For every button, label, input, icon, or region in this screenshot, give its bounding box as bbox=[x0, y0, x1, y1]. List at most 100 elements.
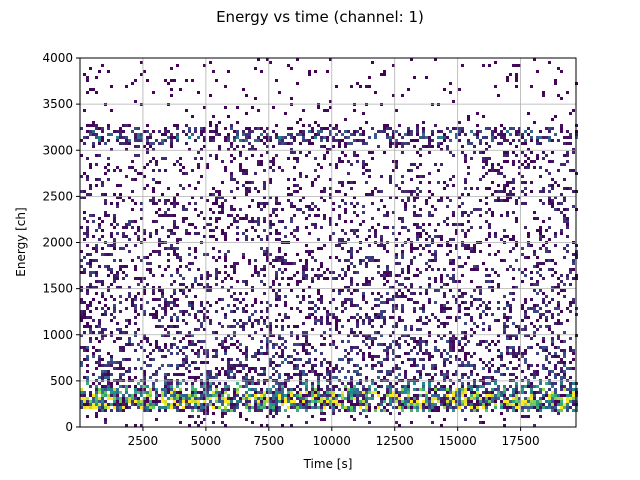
heatmap-cell bbox=[419, 235, 422, 238]
heatmap-cell bbox=[500, 124, 503, 127]
heatmap-cell bbox=[533, 376, 536, 379]
heatmap-cell bbox=[395, 376, 398, 379]
heatmap-cell bbox=[209, 385, 212, 388]
heatmap-cell bbox=[203, 139, 206, 142]
heatmap-cell bbox=[290, 397, 293, 400]
heatmap-cell bbox=[239, 154, 242, 157]
heatmap-cell bbox=[494, 136, 497, 139]
heatmap-cell bbox=[263, 391, 266, 394]
heatmap-cell bbox=[299, 391, 302, 394]
heatmap-cell bbox=[245, 127, 248, 130]
heatmap-cell bbox=[98, 226, 101, 229]
heatmap-cell bbox=[446, 391, 449, 394]
heatmap-cell bbox=[362, 358, 365, 361]
heatmap-cell bbox=[392, 169, 395, 172]
heatmap-cell bbox=[158, 394, 161, 397]
heatmap-cell bbox=[89, 133, 92, 136]
heatmap-cell bbox=[101, 313, 104, 316]
heatmap-cell bbox=[266, 235, 269, 238]
heatmap-cell bbox=[263, 169, 266, 172]
heatmap-cell bbox=[557, 400, 560, 403]
heatmap-cell bbox=[299, 301, 302, 304]
heatmap-cell bbox=[134, 277, 137, 280]
heatmap-cell bbox=[320, 139, 323, 142]
heatmap-cell bbox=[275, 298, 278, 301]
heatmap-cell bbox=[254, 97, 257, 100]
heatmap-cell bbox=[305, 403, 308, 406]
heatmap-cell bbox=[224, 271, 227, 274]
heatmap-cell bbox=[170, 67, 173, 70]
heatmap-cell bbox=[386, 226, 389, 229]
heatmap-cell bbox=[428, 409, 431, 412]
heatmap-cell bbox=[347, 238, 350, 241]
heatmap-cell bbox=[299, 403, 302, 406]
heatmap-cell bbox=[188, 313, 191, 316]
heatmap-cell bbox=[422, 358, 425, 361]
heatmap-cell bbox=[467, 385, 470, 388]
heatmap-cell bbox=[137, 238, 140, 241]
heatmap-cell bbox=[428, 385, 431, 388]
heatmap-cell bbox=[146, 403, 149, 406]
heatmap-cell bbox=[197, 283, 200, 286]
heatmap-cell bbox=[512, 238, 515, 241]
heatmap-cell bbox=[320, 274, 323, 277]
heatmap-cell bbox=[416, 352, 419, 355]
heatmap-cell bbox=[272, 403, 275, 406]
heatmap-cell bbox=[296, 226, 299, 229]
heatmap-cell bbox=[86, 304, 89, 307]
heatmap-cell bbox=[86, 397, 89, 400]
heatmap-cell bbox=[497, 334, 500, 337]
heatmap-cell bbox=[167, 301, 170, 304]
heatmap-cell bbox=[131, 178, 134, 181]
heatmap-cell bbox=[206, 391, 209, 394]
heatmap-cell bbox=[164, 328, 167, 331]
heatmap-cell bbox=[557, 409, 560, 412]
heatmap-cell bbox=[416, 319, 419, 322]
heatmap-cell bbox=[512, 388, 515, 391]
heatmap-cell bbox=[290, 307, 293, 310]
heatmap-cell bbox=[203, 418, 206, 421]
heatmap-cell bbox=[209, 229, 212, 232]
heatmap-cell bbox=[320, 196, 323, 199]
heatmap-cell bbox=[365, 334, 368, 337]
heatmap-cell bbox=[476, 130, 479, 133]
heatmap-cell bbox=[413, 205, 416, 208]
heatmap-cell bbox=[212, 70, 215, 73]
heatmap-cell bbox=[422, 247, 425, 250]
heatmap-cell bbox=[119, 184, 122, 187]
heatmap-cell bbox=[146, 385, 149, 388]
heatmap-cell bbox=[224, 397, 227, 400]
heatmap-cell bbox=[167, 214, 170, 217]
heatmap-cell bbox=[197, 403, 200, 406]
heatmap-cell bbox=[524, 226, 527, 229]
heatmap-cell bbox=[176, 193, 179, 196]
heatmap-cell bbox=[314, 178, 317, 181]
heatmap-cell bbox=[218, 121, 221, 124]
heatmap-cell bbox=[266, 247, 269, 250]
heatmap-cell bbox=[371, 277, 374, 280]
heatmap-cell bbox=[290, 376, 293, 379]
heatmap-cell bbox=[506, 349, 509, 352]
heatmap-cell bbox=[458, 349, 461, 352]
heatmap-cell bbox=[404, 133, 407, 136]
heatmap-cell bbox=[146, 301, 149, 304]
heatmap-cell bbox=[257, 397, 260, 400]
heatmap-cell bbox=[470, 406, 473, 409]
heatmap-cell bbox=[245, 133, 248, 136]
heatmap-cell bbox=[569, 361, 572, 364]
heatmap-cell bbox=[362, 397, 365, 400]
heatmap-cell bbox=[380, 325, 383, 328]
heatmap-cell bbox=[155, 220, 158, 223]
heatmap-cell bbox=[233, 265, 236, 268]
heatmap-cell bbox=[572, 298, 575, 301]
heatmap-cell bbox=[374, 304, 377, 307]
heatmap-cell bbox=[296, 385, 299, 388]
heatmap-cell bbox=[551, 382, 554, 385]
heatmap-cell bbox=[245, 349, 248, 352]
heatmap-cell bbox=[383, 130, 386, 133]
heatmap-cell bbox=[530, 373, 533, 376]
heatmap-cell bbox=[410, 325, 413, 328]
heatmap-cell bbox=[356, 160, 359, 163]
heatmap-cell bbox=[332, 298, 335, 301]
heatmap-cell bbox=[308, 370, 311, 373]
